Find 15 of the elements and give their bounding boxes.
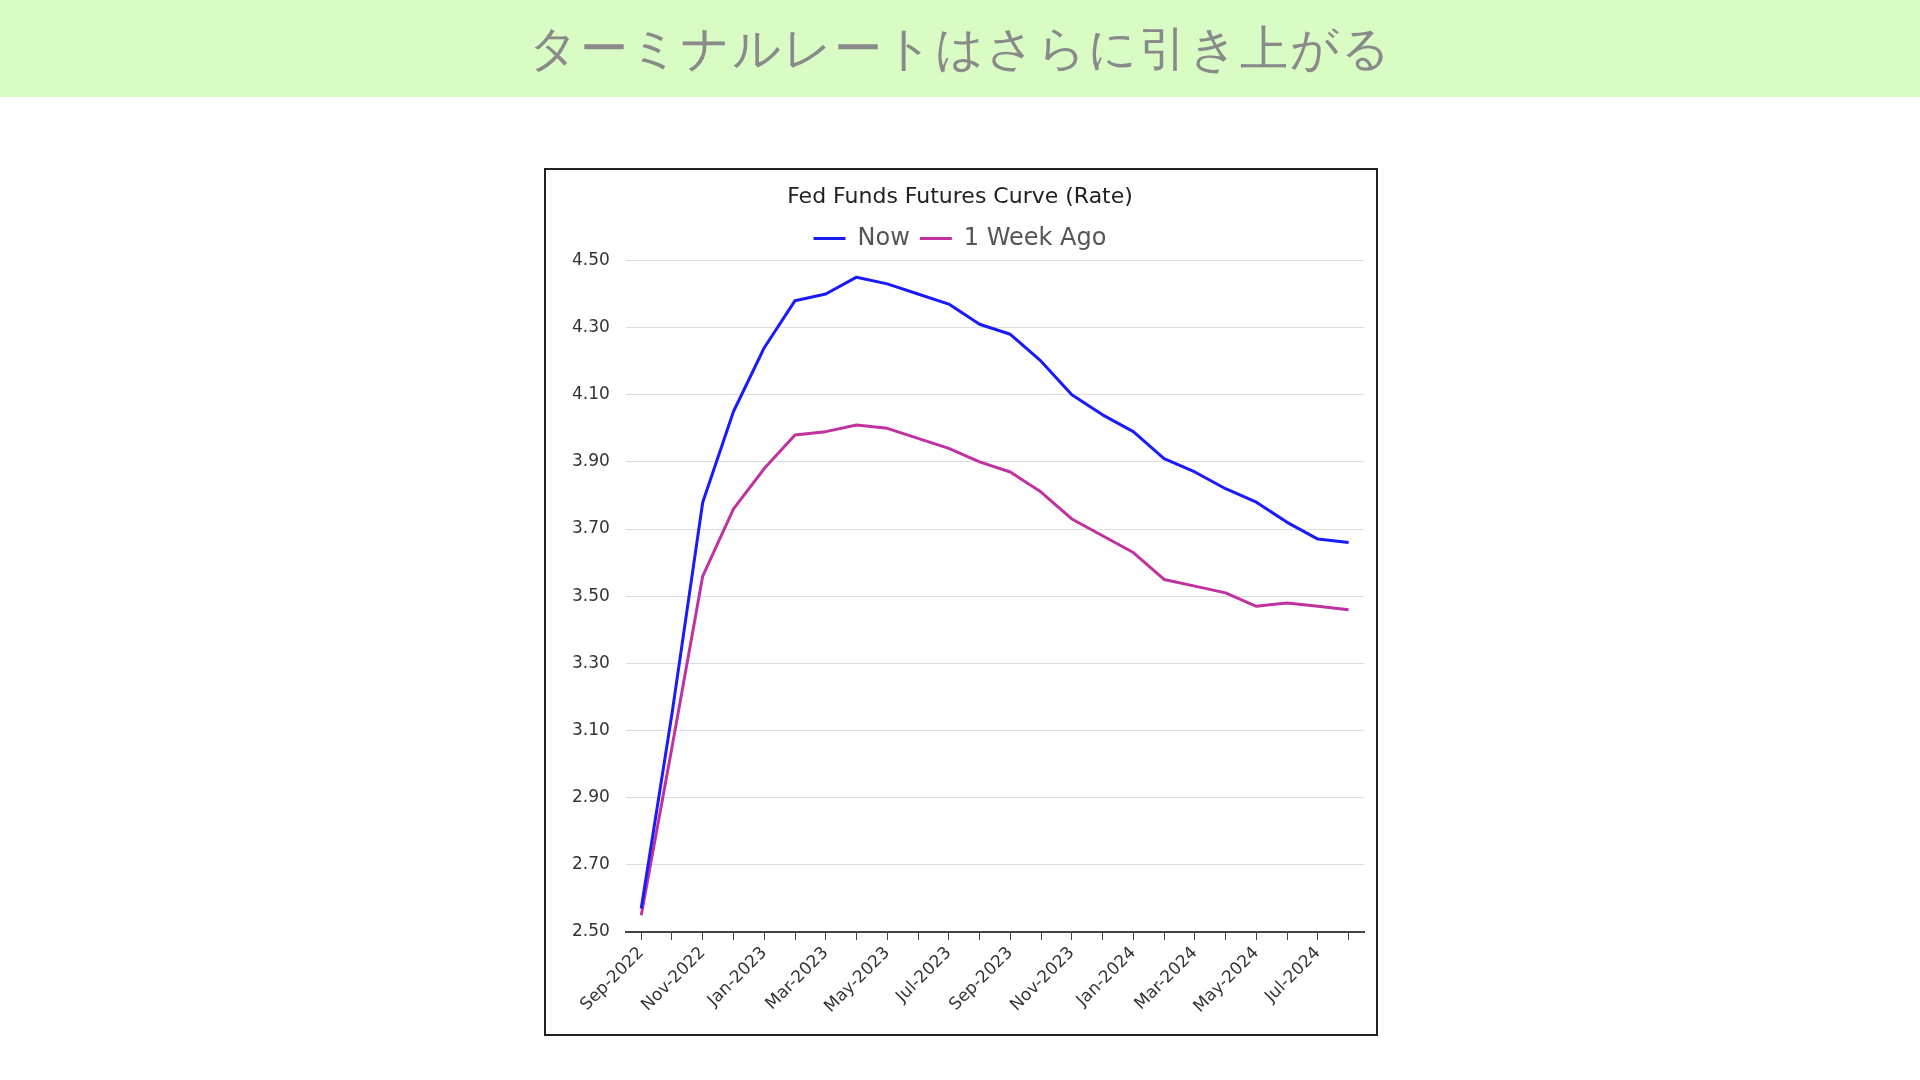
y-tick-label: 3.10 — [571, 718, 610, 739]
y-tick-label: 4.50 — [571, 248, 610, 269]
y-tick-label: 3.70 — [571, 517, 610, 538]
y-tick-label: 3.50 — [571, 584, 610, 605]
legend-label: 1 Week Ago — [963, 222, 1107, 251]
y-tick-label: 4.10 — [571, 383, 610, 404]
chart-title: ターミナルレートはさらに引き上がる — [0, 0, 1920, 97]
y-tick-label: 3.30 — [571, 651, 610, 672]
y-tick-label: 4.30 — [571, 315, 610, 336]
y-tick-label: 2.70 — [571, 853, 610, 874]
y-tick-label: 2.90 — [571, 786, 610, 807]
chart-subtitle: Fed Funds Futures Curve (Rate) — [787, 182, 1133, 208]
y-tick-label: 3.90 — [571, 450, 610, 471]
legend-label: Now — [857, 222, 910, 251]
y-tick-label: 2.50 — [571, 920, 610, 941]
